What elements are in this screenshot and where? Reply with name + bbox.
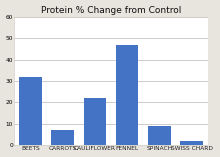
Bar [19,77,42,145]
Bar [180,141,203,145]
Bar [116,45,138,145]
Bar [148,126,171,145]
Bar [51,130,74,145]
Title: Protein % Change from Control: Protein % Change from Control [41,5,181,15]
Bar [84,98,106,145]
